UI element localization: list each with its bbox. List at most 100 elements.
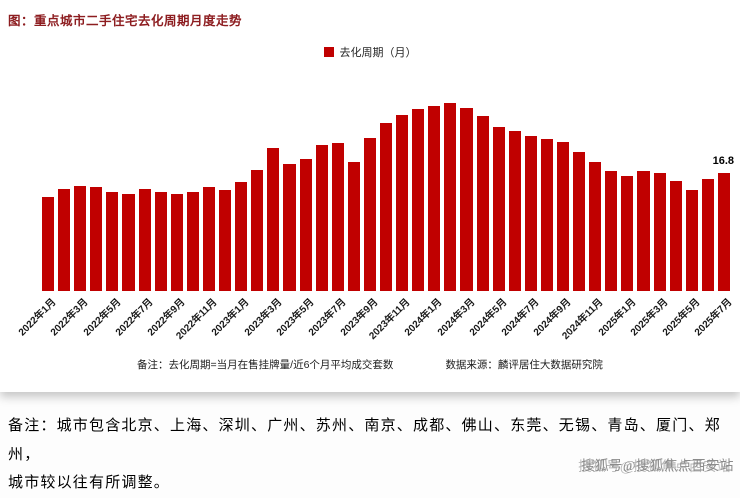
bar-2025年7月 <box>717 173 731 291</box>
bar-2023年8月 <box>347 162 360 291</box>
bar-2024年2月 <box>444 103 457 291</box>
bar-2024年6月 <box>508 131 521 291</box>
bar-2022年1月 <box>42 196 55 291</box>
bar-slot: 2022年11月 <box>174 69 220 342</box>
bar-slot: 2023年5月 <box>275 69 316 338</box>
bar-slot: 2022年1月 <box>17 69 59 338</box>
bar-2022年5月 <box>106 191 119 291</box>
bar-slot: 2023年1月 <box>210 69 252 338</box>
bar-2023年2月 <box>251 169 264 291</box>
bar-2024年10月 <box>573 152 586 291</box>
bar-slot: 2023年7月 <box>307 69 348 338</box>
bar-slot: 2024年1月 <box>403 69 445 338</box>
bar-2024年1月 <box>428 105 441 291</box>
chart-notes: 备注：去化周期=当月在售挂牌量/近6个月平均成交套数 数据来源：麟评居住大数据研… <box>0 357 740 372</box>
legend-swatch-icon <box>323 47 334 57</box>
legend-label: 去化周期（月） <box>339 47 417 59</box>
bar-2022年10月 <box>186 192 199 291</box>
bar-slot: 2022年7月 <box>114 69 155 338</box>
bar-slot <box>637 69 650 291</box>
bar-slot: 2024年11月 <box>561 69 606 342</box>
bar-2022年3月 <box>74 186 87 291</box>
bar-slot <box>701 69 714 291</box>
bar-slot <box>90 69 103 291</box>
chart-title: 图：重点城市二手住宅去化周期月度走势 <box>8 14 243 28</box>
chart-legend: 去化周期（月） <box>0 45 740 59</box>
bar-slot: 2024年3月 <box>436 69 477 338</box>
bar-slot: 2022年5月 <box>81 69 123 338</box>
bar-2025年4月 <box>669 181 682 291</box>
bar-slot <box>508 69 521 291</box>
bar-2023年1月 <box>235 181 248 291</box>
note-definition: 备注：去化周期=当月在售挂牌量/近6个月平均成交套数 <box>137 359 394 371</box>
bar-slot <box>379 69 393 291</box>
bar-2023年6月 <box>315 144 328 291</box>
bar-slot <box>347 69 360 291</box>
bar-slot <box>669 69 682 291</box>
note-data-source: 数据来源：麟评居住大数据研究院 <box>445 359 603 371</box>
bar-slot <box>219 69 232 291</box>
bar-slot <box>186 69 199 291</box>
bar-slot <box>283 69 296 291</box>
bar-2024年8月 <box>540 139 553 291</box>
bar-slot <box>412 69 425 291</box>
watermark-text: 搜狐号@搜狐焦点西安站 <box>581 458 734 473</box>
bar-slot <box>154 69 167 291</box>
bar-slot <box>315 69 328 291</box>
bar-slot: 2025年5月 <box>661 69 702 338</box>
bar-slot: 2024年9月 <box>532 69 574 338</box>
bar-2023年11月 <box>396 115 409 291</box>
bar-slot <box>58 69 71 291</box>
bar-2022年12月 <box>219 190 232 291</box>
watermark: 搜狐号@搜狐焦点西安站 搜狐号@搜狐焦点西安站 <box>578 454 734 474</box>
bar-2022年8月 <box>154 191 167 291</box>
bar-2023年5月 <box>299 159 312 291</box>
bar-2022年2月 <box>58 188 71 291</box>
bar-slot <box>251 69 264 291</box>
plot-area: 2022年1月 2022年3月 2022年5月 2022年7月 2022年9月 2022年… <box>17 69 735 342</box>
bar-2025年5月 <box>685 189 698 291</box>
bar-slot: 2024年7月 <box>500 69 541 338</box>
bar-slot: 2025年1月 <box>596 69 638 338</box>
bar-2022年6月 <box>122 193 135 291</box>
bar-slot: 2024年5月 <box>468 69 509 338</box>
bar-2024年3月 <box>460 107 473 291</box>
bar-2023年7月 <box>331 142 344 291</box>
bar-2022年7月 <box>138 188 151 291</box>
bar-slot: 2025年3月 <box>629 69 670 338</box>
bar-slot: 2022年9月 <box>146 69 187 338</box>
bar-2025年2月 <box>637 170 650 291</box>
bar-slot <box>476 69 489 291</box>
bar-2025年6月 <box>701 179 714 291</box>
bar-2022年9月 <box>170 194 183 291</box>
bar-2023年12月 <box>412 109 425 291</box>
bar-2023年3月 <box>267 148 280 291</box>
bar-slot <box>122 69 135 291</box>
bar-slot <box>605 69 618 291</box>
bar-2022年11月 <box>202 186 216 291</box>
bar-2025年3月 <box>653 173 666 291</box>
bar-2024年5月 <box>492 127 505 291</box>
bar-2025年1月 <box>621 175 634 291</box>
bar-2023年4月 <box>283 164 296 291</box>
bar-2024年9月 <box>557 141 570 291</box>
bar-2024年7月 <box>524 136 537 291</box>
bar-slot <box>540 69 553 291</box>
bar-slot <box>573 69 586 291</box>
bar-2024年12月 <box>605 171 618 291</box>
bar-2023年10月 <box>379 123 393 291</box>
bar-slot <box>444 69 457 291</box>
watermark-ghost-text: 搜狐号@搜狐焦点西安站 <box>578 459 731 474</box>
last-bar-value-label: 16.8 <box>712 155 735 168</box>
bar-2022年4月 <box>90 187 103 291</box>
bar-slot: 2023年11月 <box>368 69 413 342</box>
bar-slot: 2023年3月 <box>242 69 284 338</box>
chart-card: 图：重点城市二手住宅去化周期月度走势 去化周期（月） 2022年1月 2022年3… <box>0 14 740 372</box>
footer-note-line1: 备注：城市包含北京、上海、深圳、广州、苏州、南京、成都、佛山、东莞、无锡、青岛、… <box>8 418 721 463</box>
bar-slot: 2025年7月 16.8 <box>693 69 735 338</box>
bar-2023年9月 <box>363 138 376 291</box>
bar-2024年4月 <box>476 116 489 291</box>
bar-slot: 2023年9月 <box>339 69 381 338</box>
bar-slot: 2022年3月 <box>49 69 91 338</box>
bar-2024年11月 <box>589 162 602 291</box>
